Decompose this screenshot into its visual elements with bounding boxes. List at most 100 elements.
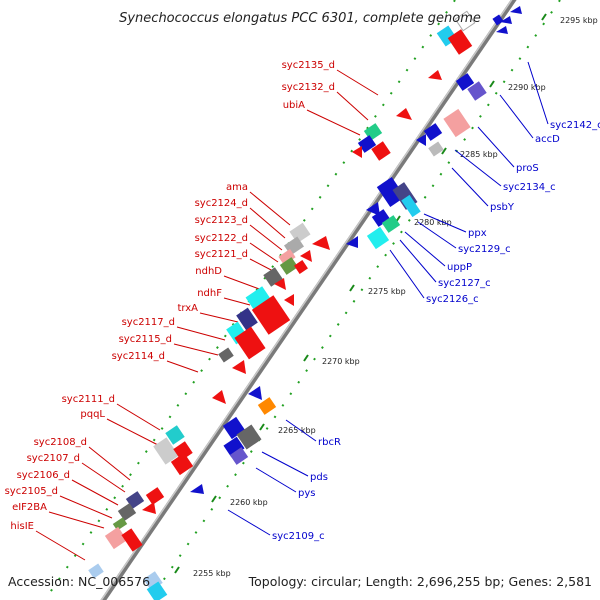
label-leader-line [454, 149, 502, 187]
tick-mark [211, 495, 217, 503]
gene-label-syc2114_d: syc2114_d [112, 351, 165, 362]
gene-feature [218, 347, 234, 363]
label-leader-line [336, 91, 369, 121]
gene-label-ndhf: ndhF [197, 288, 222, 299]
gene-label-pys: pys [298, 488, 315, 499]
gene-label-eif2ba: eIF2BA [12, 502, 47, 513]
tick-mark [489, 80, 495, 88]
tick-label: 2285 kbp [460, 150, 498, 159]
gene-feature [190, 484, 204, 494]
gene-label-syc2142_c: syc2142_c [550, 120, 600, 131]
gene-label-syc2115_d: syc2115_d [119, 334, 172, 345]
label-leader-line [199, 312, 239, 323]
map-title: Synechococcus elongatus PCC 6301, comple… [119, 11, 481, 26]
gene-label-syc2132_d: syc2132_d [282, 82, 335, 93]
label-leader-line [249, 242, 279, 263]
gene-feature [454, 10, 476, 32]
gene-feature [229, 447, 249, 465]
label-leader-line [173, 343, 219, 356]
gene-label-syc2122_d: syc2122_d [195, 233, 248, 244]
label-leader-line [223, 275, 263, 291]
gene-features [88, 6, 522, 600]
gene-feature [371, 209, 391, 227]
gene-feature [274, 278, 286, 290]
label-leader-line [399, 239, 437, 283]
tick-mark [259, 423, 265, 431]
label-leader-line [249, 224, 283, 251]
label-leader-line [249, 258, 276, 273]
label-leader-line [306, 109, 361, 136]
gene-feature [401, 194, 421, 218]
gene-feature [223, 436, 245, 458]
gene-feature [125, 491, 145, 509]
tick-mark [349, 284, 355, 292]
gene-label-syc2106_d: syc2106_d [17, 470, 70, 481]
genome-stats-text: Topology: circular; Length: 2,696,255 bp… [248, 574, 592, 589]
gene-feature [145, 487, 165, 505]
gene-label-ama: ama [226, 182, 248, 193]
gene-feature [236, 424, 262, 450]
tick-label: 2260 kbp [230, 498, 268, 507]
tick-label: 2275 kbp [368, 287, 406, 296]
gene-feature [279, 257, 299, 275]
gene-feature [428, 70, 442, 80]
label-leader-line [48, 511, 105, 529]
gene-label-syc2109_c: syc2109_c [272, 531, 325, 542]
tick-label: 2255 kbp [193, 569, 231, 578]
gene-feature [366, 202, 380, 216]
label-leader-line [404, 231, 446, 267]
gene-label-syc2108_d: syc2108_d [34, 437, 87, 448]
gene-label-rbcr: rbcR [318, 437, 341, 448]
label-leader-line [527, 61, 549, 125]
label-leader-line [255, 467, 297, 493]
label-leader-line [417, 221, 457, 249]
gene-feature [104, 526, 128, 550]
gene-feature [142, 502, 156, 514]
gene-label-syc2134_c: syc2134_c [503, 182, 556, 193]
gene-feature [88, 563, 104, 579]
label-leader-line [423, 213, 467, 233]
gene-feature [500, 16, 512, 24]
gene-label-pds: pds [310, 472, 328, 483]
gene-feature [284, 294, 294, 306]
gene-feature [257, 397, 277, 415]
gene-label-pqql: pqqL [80, 409, 105, 420]
label-leader-line [477, 126, 515, 168]
label-leader-line [285, 419, 317, 442]
gene-feature [251, 295, 291, 335]
label-leader-line [59, 495, 113, 519]
tick-label: 2290 kbp [508, 83, 546, 92]
gene-feature [236, 307, 258, 331]
gene-label-ubia: ubiA [283, 100, 305, 111]
gene-feature [146, 581, 168, 600]
gene-feature [232, 360, 246, 374]
genome-backbone [100, 0, 517, 600]
label-leader-line [336, 69, 379, 96]
gene-feature [234, 326, 266, 360]
label-leader-line [116, 403, 161, 431]
gene-label-syc2105_d: syc2105_d [5, 486, 58, 497]
gene-label-syc2107_d: syc2107_d [27, 453, 80, 464]
tick-mark [174, 566, 180, 574]
gene-label-syc2117_d: syc2117_d [122, 317, 175, 328]
gene-feature [300, 250, 312, 262]
gene-feature [212, 390, 226, 404]
gene-feature [278, 248, 296, 266]
gene-label-syc2111_d: syc2111_d [62, 394, 115, 405]
gene-label-syc2121_d: syc2121_d [195, 249, 248, 260]
gene-label-pros: proS [516, 163, 539, 174]
gene-feature [376, 177, 406, 207]
gene-feature [289, 222, 311, 244]
gene-feature [173, 441, 193, 461]
label-leader-line [71, 479, 119, 506]
label-leader-line [249, 207, 286, 239]
label-leader-line [81, 462, 126, 493]
gene-label-ppx: ppx [468, 228, 487, 239]
label-leader-line [389, 249, 425, 299]
gene-feature [366, 226, 390, 250]
gene-feature [352, 146, 362, 158]
gene-feature [447, 29, 473, 55]
label-leader-line [261, 451, 309, 477]
label-leader-line [166, 360, 199, 373]
